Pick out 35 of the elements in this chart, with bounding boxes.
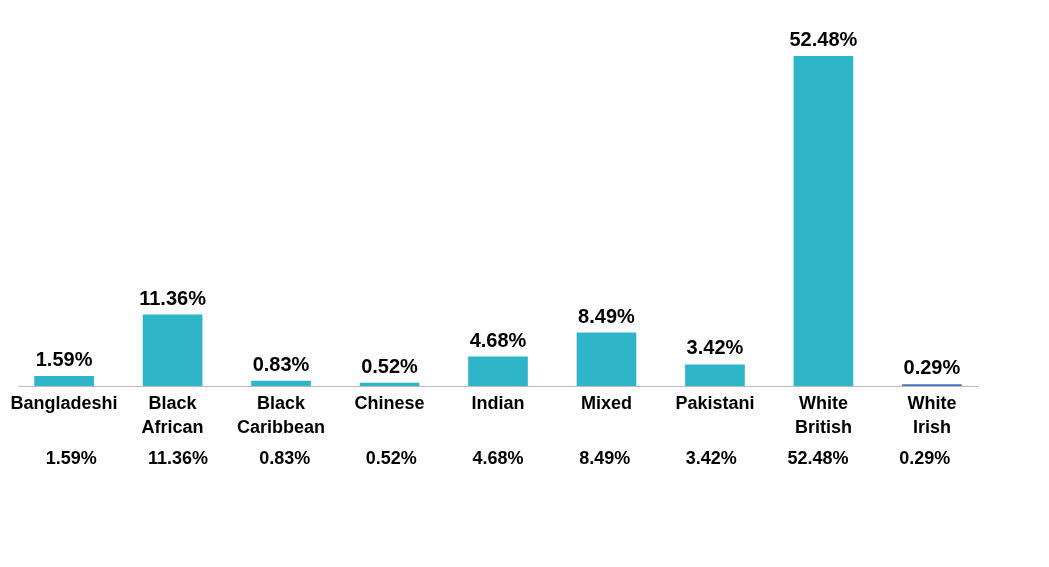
x-tick-label: Black Caribbean	[237, 392, 326, 437]
bar	[251, 380, 311, 386]
data-label: 1.59%	[45, 448, 97, 468]
x-tick-label: White Irish	[907, 392, 957, 437]
x-tick-label: White British	[794, 392, 852, 437]
x-tick-label: Indian	[471, 392, 525, 413]
x-tick-label: Mixed	[580, 392, 632, 413]
bar	[468, 356, 528, 386]
text: 52.48%	[789, 28, 858, 50]
x-tick-label: Bangladeshi	[10, 392, 118, 413]
bar	[685, 364, 745, 386]
bar	[576, 332, 637, 386]
text: 11.36%	[139, 286, 206, 309]
bar	[34, 376, 94, 386]
data-label: 8.49%	[579, 448, 631, 468]
data-label: 4.68%	[472, 448, 524, 468]
text: 4.68%	[469, 328, 527, 351]
text: 0.83%	[252, 352, 310, 375]
bar	[793, 56, 854, 386]
text: 8.49%	[578, 304, 635, 327]
text: 1.59%	[35, 348, 93, 370]
data-label: 0.52%	[365, 448, 417, 468]
x-tick-label: Chinese	[354, 392, 425, 413]
x-tick-label: Black African	[141, 392, 204, 437]
bar	[142, 314, 203, 386]
data-label: 3.42%	[685, 448, 737, 468]
data-label: 52.48%	[787, 448, 849, 468]
data-label: 0.83%	[259, 448, 311, 468]
x-tick-label: Pakistani	[675, 392, 755, 413]
text: 3.42%	[686, 336, 744, 359]
bar	[359, 382, 420, 386]
data-label: 11.36%	[147, 448, 209, 468]
text: 0.29%	[903, 356, 961, 379]
text: 0.52%	[361, 354, 418, 377]
data-label: 0.29%	[899, 448, 951, 468]
